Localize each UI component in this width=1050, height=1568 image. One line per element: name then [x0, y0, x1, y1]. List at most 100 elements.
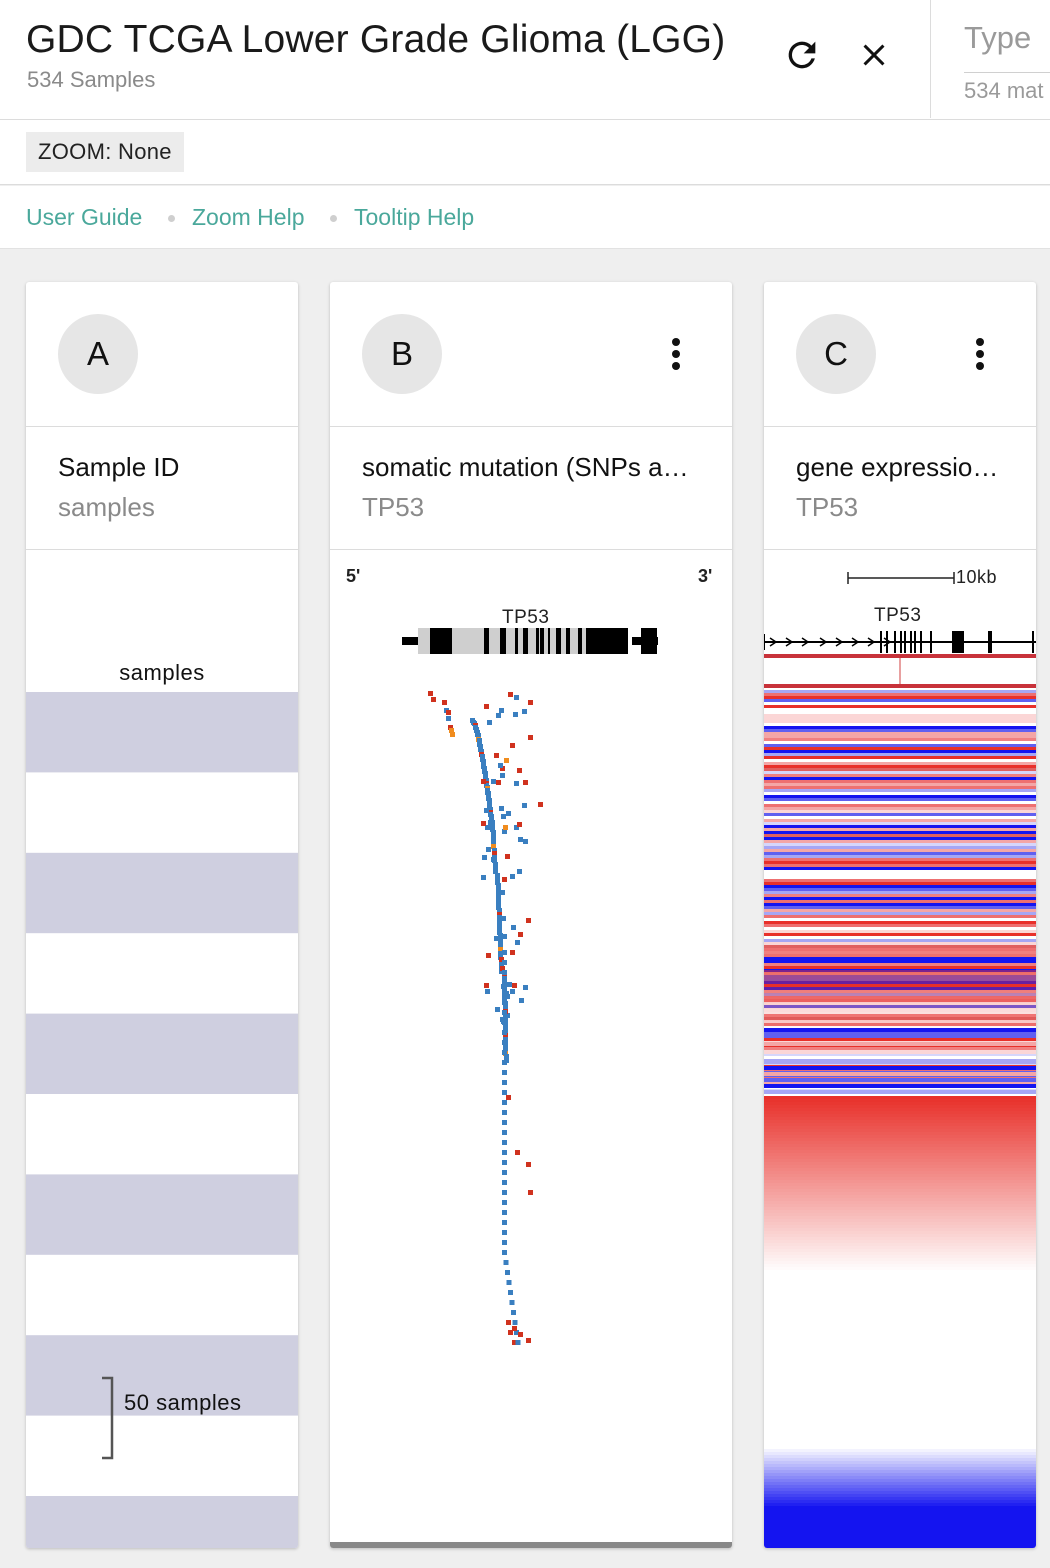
mutation-dot — [506, 1095, 511, 1100]
mutation-dot — [502, 1070, 507, 1075]
mutation-dot — [511, 925, 516, 930]
mutation-dot — [523, 839, 528, 844]
close-button[interactable] — [849, 30, 899, 80]
mutation-dot — [503, 1033, 508, 1038]
mutation-dot — [503, 1044, 508, 1049]
samples-viz[interactable]: samples 50 samples — [26, 550, 298, 1548]
mutation-dot — [496, 883, 501, 888]
mutation-dot — [502, 1140, 507, 1145]
zoom-chip[interactable]: ZOOM: None — [26, 132, 184, 172]
heatmap-row — [764, 1032, 1036, 1035]
heatmap-row — [764, 1533, 1036, 1536]
heatmap-row — [764, 985, 1036, 988]
heatmap-row — [764, 828, 1036, 831]
mutation-dot — [502, 1010, 507, 1015]
type-divider — [964, 72, 1050, 73]
gene-exon — [626, 628, 628, 654]
heatmap-row — [764, 1449, 1036, 1452]
heatmap-row — [764, 1225, 1036, 1228]
expression-viz[interactable]: 10kb TP53 — [764, 550, 1036, 1548]
heatmap-row — [764, 1105, 1036, 1108]
heatmap-row — [764, 930, 1036, 933]
sample-band — [26, 1335, 298, 1416]
mutation-dot — [497, 912, 502, 917]
heatmap-row — [764, 1177, 1036, 1180]
exon-mark — [914, 631, 916, 653]
column-field-label: gene expression RNAseq TP53 — [764, 428, 1036, 550]
heatmap-row — [764, 984, 1036, 987]
strand-arrow — [801, 637, 810, 647]
more-vert-icon — [672, 338, 680, 346]
mutation-dot — [500, 890, 505, 895]
mutation-dot — [502, 1120, 507, 1125]
heatmap-row — [764, 777, 1036, 780]
mutation-dot — [505, 994, 510, 999]
heatmap-row — [764, 1455, 1036, 1458]
column-a: A Sample ID samples samples 50 samples — [26, 282, 298, 1548]
column-resize-handle[interactable] — [330, 1542, 732, 1548]
mutation-dot — [512, 1340, 517, 1345]
heatmap-row — [764, 1261, 1036, 1264]
type-sub: 534 mat — [964, 78, 1044, 103]
heatmap-row — [764, 1159, 1036, 1162]
heatmap-row — [764, 756, 1036, 759]
zoom-help-link[interactable]: Zoom Help — [192, 204, 305, 230]
heatmap-row — [764, 1497, 1036, 1500]
mutation-dot — [496, 901, 501, 906]
heatmap-row — [764, 807, 1036, 810]
user-guide-link[interactable]: User Guide — [26, 204, 143, 230]
exon-block — [952, 631, 964, 653]
mutation-dot — [497, 930, 502, 935]
strand-arrow — [769, 637, 778, 647]
mutation-dot — [528, 700, 533, 705]
heatmap-row — [764, 1060, 1036, 1064]
refresh-button[interactable] — [777, 30, 827, 80]
heatmap-row — [764, 1141, 1036, 1144]
mutation-dot — [526, 1162, 531, 1167]
column-header: C — [764, 282, 1036, 427]
heatmap-row — [764, 894, 1036, 897]
column-menu-button[interactable] — [960, 332, 1000, 376]
heatmap-row — [764, 1056, 1036, 1059]
mutation-dot — [491, 857, 496, 862]
field-name: somatic mutation (SNPs and small INDELs) — [362, 452, 702, 482]
column-menu-button[interactable] — [656, 332, 696, 376]
heatmap-row — [764, 1464, 1036, 1467]
sample-band — [26, 852, 298, 934]
mutation-dot — [488, 820, 493, 825]
tooltip-help-link[interactable]: Tooltip Help — [354, 204, 475, 230]
heatmap-row — [764, 996, 1036, 999]
heatmap-row — [764, 1249, 1036, 1252]
heatmap-row — [764, 1003, 1036, 1006]
heatmap-row — [764, 1078, 1036, 1082]
heatmap-row — [764, 759, 1036, 762]
heatmap-row — [764, 861, 1036, 864]
type-title[interactable]: Type — [964, 20, 1032, 55]
heatmap-row — [764, 762, 1036, 765]
probe-connector — [899, 658, 901, 684]
mutation-dot — [528, 735, 533, 740]
mutation-dot — [503, 1260, 509, 1265]
heatmap-row — [764, 816, 1036, 819]
heatmap-row — [764, 795, 1036, 798]
sample-band — [26, 1174, 298, 1255]
cohort-title: GDC TCGA Lower Grade Glioma (LGG) — [26, 18, 726, 61]
mutation-dot — [508, 1330, 513, 1335]
mutation-viz[interactable]: 5' 3' TP53 — [330, 550, 732, 1548]
mutation-dot — [501, 916, 506, 921]
heatmap-row — [764, 906, 1036, 909]
heatmap-row — [764, 1138, 1036, 1141]
heatmap-row — [764, 1542, 1036, 1545]
heatmap-row — [764, 738, 1036, 741]
heatmap-row — [764, 1536, 1036, 1539]
heatmap-row — [764, 970, 1036, 973]
heatmap-row — [764, 994, 1036, 997]
mutation-dot — [502, 980, 507, 985]
mutation-dot — [496, 713, 501, 718]
heatmap-row — [764, 1102, 1036, 1105]
mutation-dot — [504, 1054, 509, 1059]
heatmap-row — [764, 939, 1036, 942]
heatmap-row — [764, 1264, 1036, 1267]
three-prime-label: 3' — [698, 566, 713, 586]
heatmap-row — [764, 897, 1036, 900]
